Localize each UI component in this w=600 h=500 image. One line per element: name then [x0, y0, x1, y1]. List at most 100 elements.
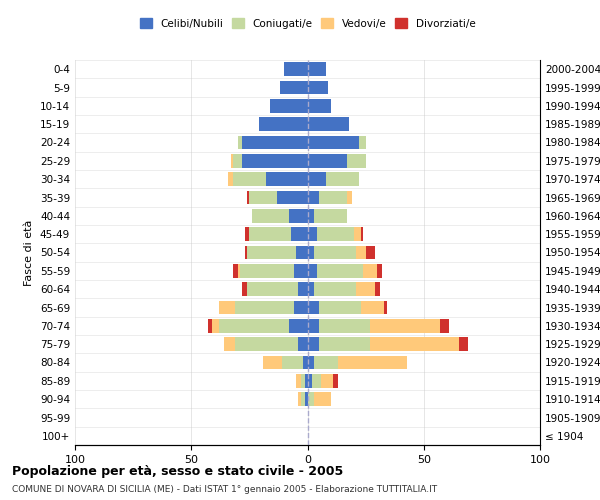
Bar — [308, 209, 314, 222]
Bar — [229, 172, 233, 186]
Bar — [293, 264, 308, 278]
Bar — [224, 338, 235, 351]
Text: COMUNE DI NOVARA DI SICILIA (ME) - Dati ISTAT 1° gennaio 2005 - Elaborazione TUT: COMUNE DI NOVARA DI SICILIA (ME) - Dati … — [12, 485, 437, 494]
Bar — [364, 264, 377, 278]
Bar — [296, 246, 308, 260]
Bar — [308, 300, 319, 314]
Bar — [308, 118, 349, 131]
Bar — [308, 190, 319, 204]
Bar — [308, 136, 359, 149]
Bar — [219, 319, 289, 332]
Bar — [370, 319, 440, 332]
Bar — [308, 62, 326, 76]
Bar — [361, 228, 364, 241]
Bar — [240, 264, 293, 278]
Bar — [361, 300, 384, 314]
Bar — [354, 228, 361, 241]
Bar — [238, 136, 242, 149]
Bar — [277, 190, 308, 204]
Bar — [384, 300, 386, 314]
Bar — [289, 319, 308, 332]
Bar — [458, 338, 468, 351]
Bar — [242, 282, 247, 296]
Bar — [308, 228, 317, 241]
Bar — [308, 99, 331, 112]
Bar — [308, 246, 314, 260]
Bar — [308, 356, 314, 370]
Bar — [308, 172, 326, 186]
Bar — [319, 319, 370, 332]
Bar — [333, 374, 338, 388]
Bar — [308, 154, 347, 168]
Bar — [326, 172, 359, 186]
Bar — [280, 80, 308, 94]
Bar — [319, 338, 370, 351]
Bar — [356, 246, 365, 260]
Bar — [305, 392, 308, 406]
Bar — [298, 338, 308, 351]
Bar — [298, 282, 308, 296]
Bar — [308, 374, 312, 388]
Bar — [319, 300, 361, 314]
Bar — [314, 209, 347, 222]
Bar — [298, 392, 301, 406]
Bar — [252, 209, 289, 222]
Bar — [308, 264, 317, 278]
Bar — [317, 264, 364, 278]
Bar — [289, 209, 308, 222]
Bar — [308, 338, 319, 351]
Bar — [319, 190, 347, 204]
Bar — [293, 300, 308, 314]
Bar — [235, 338, 298, 351]
Bar — [322, 374, 333, 388]
Bar — [347, 190, 352, 204]
Bar — [231, 154, 233, 168]
Bar — [303, 356, 308, 370]
Bar — [296, 374, 301, 388]
Bar — [266, 172, 308, 186]
Bar — [440, 319, 449, 332]
Bar — [347, 154, 365, 168]
Bar — [282, 356, 303, 370]
Bar — [308, 282, 314, 296]
Bar — [242, 154, 308, 168]
Bar — [308, 80, 328, 94]
Y-axis label: Fasce di età: Fasce di età — [25, 220, 34, 286]
Bar — [247, 282, 298, 296]
Bar — [271, 99, 308, 112]
Bar — [291, 228, 308, 241]
Bar — [284, 62, 308, 76]
Bar — [247, 190, 250, 204]
Bar — [247, 246, 296, 260]
Legend: Celibi/Nubili, Coniugati/e, Vedovi/e, Divorziati/e: Celibi/Nubili, Coniugati/e, Vedovi/e, Di… — [137, 15, 478, 32]
Bar — [375, 282, 380, 296]
Bar — [314, 392, 331, 406]
Bar — [219, 300, 235, 314]
Bar — [245, 246, 247, 260]
Bar — [305, 374, 308, 388]
Bar — [245, 228, 250, 241]
Bar — [314, 246, 356, 260]
Bar — [356, 282, 375, 296]
Bar — [259, 118, 308, 131]
Bar — [359, 136, 365, 149]
Bar — [233, 154, 242, 168]
Text: Popolazione per età, sesso e stato civile - 2005: Popolazione per età, sesso e stato civil… — [12, 465, 343, 478]
Bar — [308, 392, 314, 406]
Bar — [377, 264, 382, 278]
Bar — [212, 319, 219, 332]
Bar — [312, 374, 322, 388]
Bar — [250, 190, 277, 204]
Bar — [338, 356, 407, 370]
Bar — [235, 300, 293, 314]
Bar — [208, 319, 212, 332]
Bar — [317, 228, 354, 241]
Bar — [301, 392, 305, 406]
Bar — [365, 246, 375, 260]
Bar — [233, 172, 266, 186]
Bar — [370, 338, 458, 351]
Bar — [308, 319, 319, 332]
Bar — [314, 356, 338, 370]
Bar — [263, 356, 282, 370]
Bar — [238, 264, 240, 278]
